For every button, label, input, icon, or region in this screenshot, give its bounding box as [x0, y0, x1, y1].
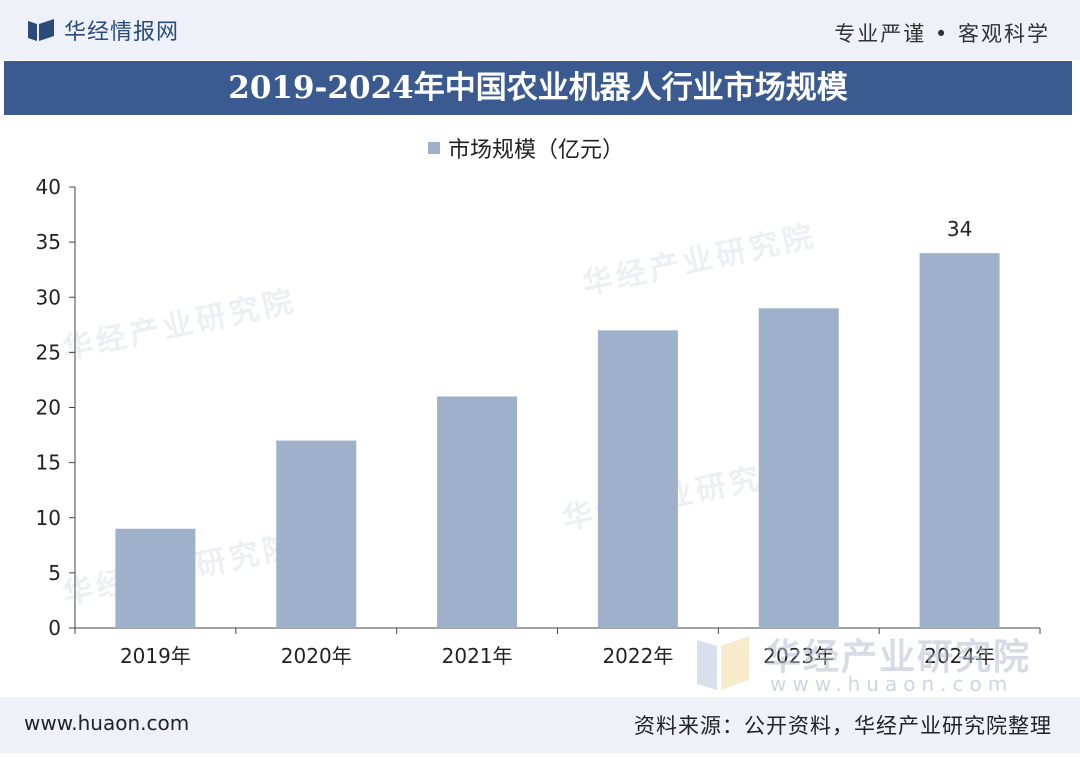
slogan: 专业严谨 • 客观科学: [834, 22, 1050, 46]
bar: [115, 528, 196, 628]
legend: 市场规模（亿元）: [428, 133, 624, 163]
bar-chart: 0 5 10 15 20 25 30 35 40 2019年 2020年 2021年 2022年 2023…: [36, 175, 1041, 668]
y-tick-label: 35: [36, 230, 61, 254]
chart-title: 2019-2024年中国农业机器人行业市场规模: [228, 70, 848, 106]
bar: [919, 253, 1000, 628]
brand-name: 华经情报网: [64, 20, 180, 45]
data-label: 34: [947, 217, 972, 241]
y-tick-label: 40: [36, 175, 61, 199]
bar: [597, 330, 678, 628]
x-tick-label: 2021年: [442, 644, 513, 668]
y-tick-label: 10: [36, 506, 61, 530]
legend-label: 市场规模（亿元）: [448, 138, 625, 163]
footer-bar: www.huaon.com 资料来源：公开资料，华经产业研究院整理: [0, 697, 1080, 753]
huajing-logo-icon: [28, 19, 54, 41]
huajing-watermark-icon: [697, 636, 749, 690]
watermark-url: www.huaon.com: [770, 672, 1014, 696]
x-tick-label: 2024年: [924, 644, 995, 668]
y-tick-label: 30: [36, 285, 61, 309]
header-bar: 华经情报网 专业严谨 • 客观科学: [0, 0, 1080, 60]
bar: [276, 440, 357, 628]
bar: [758, 308, 839, 628]
y-tick-label: 5: [48, 561, 61, 585]
y-tick-label: 25: [36, 340, 61, 364]
y-tick-label: 15: [36, 451, 61, 475]
brand: 华经情报网: [28, 16, 180, 45]
footer-url: www.huaon.com: [24, 711, 190, 735]
x-tick-label: 2020年: [281, 644, 352, 668]
x-tick-label: 2023年: [763, 644, 834, 668]
watermark-name: 华经产业研究院: [765, 637, 1032, 678]
y-tick-label: 0: [48, 616, 61, 640]
bar: [437, 396, 518, 628]
legend-swatch: [428, 142, 440, 154]
y-tick-label: 20: [36, 396, 61, 420]
x-tick-label: 2022年: [602, 644, 673, 668]
title-bar: 2019-2024年中国农业机器人行业市场规模: [4, 61, 1072, 115]
x-tick-label: 2019年: [120, 644, 191, 668]
footer-source: 资料来源：公开资料，华经产业研究院整理: [634, 714, 1052, 738]
